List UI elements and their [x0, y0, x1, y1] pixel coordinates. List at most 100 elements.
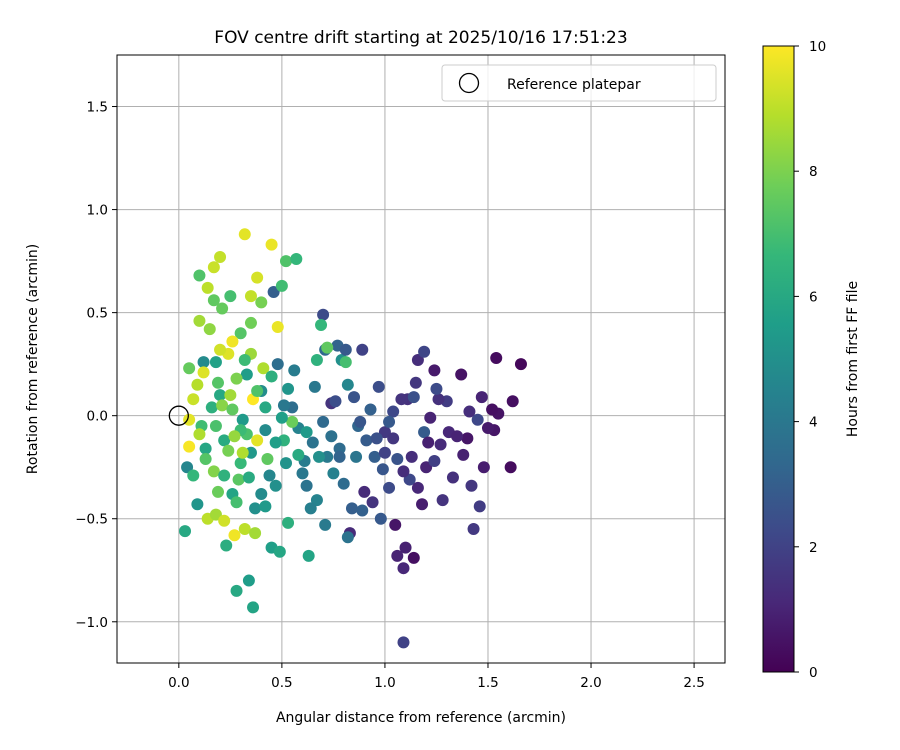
- data-point: [296, 467, 309, 480]
- data-point: [280, 255, 293, 268]
- data-point: [436, 494, 449, 507]
- data-point: [238, 228, 251, 241]
- data-point: [218, 434, 231, 447]
- data-point: [211, 376, 224, 389]
- data-point: [255, 487, 268, 500]
- y-tick-label: −0.5: [75, 512, 108, 528]
- data-point: [226, 335, 239, 348]
- data-point: [244, 316, 257, 329]
- data-point: [259, 424, 272, 437]
- data-point: [411, 481, 424, 494]
- data-point: [207, 294, 220, 307]
- data-point: [387, 432, 400, 445]
- data-point: [265, 370, 278, 383]
- data-point: [224, 389, 237, 402]
- data-point: [209, 508, 222, 521]
- data-point: [422, 436, 435, 449]
- x-axis: 0.0 0.5 1.0 1.5 2.0 2.5: [168, 663, 705, 691]
- data-point: [193, 428, 206, 441]
- data-point: [255, 296, 268, 309]
- data-point: [350, 450, 363, 463]
- data-point: [228, 529, 241, 542]
- data-point: [193, 314, 206, 327]
- y-tick-label: 0.5: [87, 306, 108, 322]
- data-point: [224, 290, 237, 303]
- colorbar-tick-label: 4: [809, 415, 818, 431]
- data-point: [348, 391, 361, 404]
- y-tick-label: −1.0: [75, 615, 108, 631]
- data-point: [267, 286, 280, 299]
- data-point: [244, 446, 257, 459]
- data-point: [457, 448, 470, 461]
- data-point: [391, 549, 404, 562]
- data-point: [345, 502, 358, 515]
- data-point: [306, 436, 319, 449]
- data-point: [339, 343, 352, 356]
- data-point: [273, 545, 286, 558]
- data-point: [232, 473, 245, 486]
- data-point: [218, 469, 231, 482]
- data-point: [199, 442, 212, 455]
- data-point: [191, 498, 204, 511]
- data-point: [197, 366, 210, 379]
- data-point: [205, 401, 218, 414]
- colorbar-tick-label: 6: [809, 289, 818, 305]
- data-point: [416, 498, 429, 511]
- data-point: [337, 477, 350, 490]
- data-point: [183, 440, 196, 453]
- data-point: [261, 452, 274, 465]
- data-point: [312, 450, 325, 463]
- data-point: [240, 368, 253, 381]
- data-point: [506, 395, 519, 408]
- colorbar: 0 2 4 6 8 10 Hours from first FF file: [762, 39, 861, 681]
- data-point: [389, 518, 402, 531]
- data-point: [356, 504, 369, 517]
- data-point: [397, 636, 410, 649]
- data-point: [341, 378, 354, 391]
- data-point: [339, 356, 352, 369]
- data-point: [216, 399, 229, 412]
- data-point: [288, 364, 301, 377]
- data-point: [420, 461, 433, 474]
- data-point: [269, 479, 282, 492]
- data-point: [191, 378, 204, 391]
- data-point: [222, 444, 235, 457]
- x-tick-label: 0.0: [168, 675, 189, 691]
- data-point: [228, 430, 241, 443]
- data-point: [325, 430, 338, 443]
- data-point: [397, 465, 410, 478]
- data-point: [486, 403, 499, 416]
- data-point: [271, 321, 284, 334]
- data-point: [358, 485, 371, 498]
- data-point: [395, 393, 408, 406]
- x-tick-label: 2.5: [683, 675, 704, 691]
- data-point: [399, 541, 412, 554]
- data-point: [300, 426, 313, 439]
- data-point: [446, 471, 459, 484]
- data-point: [230, 584, 243, 597]
- data-point: [249, 502, 262, 515]
- data-point: [409, 376, 422, 389]
- data-point: [251, 271, 264, 284]
- y-axis-label: Rotation from reference (arcmin): [25, 244, 41, 474]
- points-layer: [179, 228, 527, 649]
- colorbar-tick-label: 0: [809, 665, 818, 681]
- data-point: [465, 479, 478, 492]
- data-point: [310, 354, 323, 367]
- data-point: [424, 411, 437, 424]
- data-point: [418, 426, 431, 439]
- data-point: [282, 382, 295, 395]
- data-point: [333, 450, 346, 463]
- data-point: [383, 481, 396, 494]
- data-point: [234, 327, 247, 340]
- data-point: [467, 523, 480, 536]
- data-point: [455, 368, 468, 381]
- data-point: [290, 253, 303, 266]
- data-point: [238, 354, 251, 367]
- data-point: [366, 496, 379, 509]
- data-point: [242, 574, 255, 587]
- data-point: [321, 341, 334, 354]
- data-point: [218, 514, 231, 527]
- data-point: [207, 261, 220, 274]
- data-point: [286, 415, 299, 428]
